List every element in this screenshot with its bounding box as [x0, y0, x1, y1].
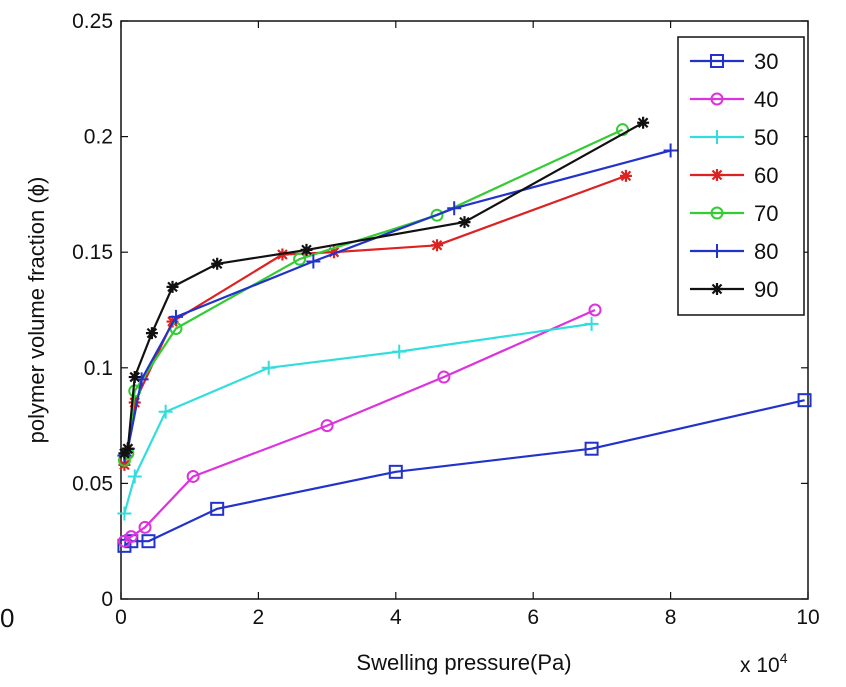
data-point-90 [145, 327, 158, 340]
data-point-50 [117, 506, 132, 521]
legend-item-30: 30 [690, 49, 778, 74]
data-point-90 [121, 442, 134, 455]
x-tick-label: 10 [796, 606, 819, 629]
data-point-70 [293, 252, 307, 266]
data-point-80 [447, 201, 462, 216]
data-point-60 [128, 396, 141, 409]
legend-label: 60 [754, 163, 778, 188]
data-point-80 [168, 309, 183, 324]
x-tick-label: 4 [390, 606, 402, 629]
series-layer [117, 116, 812, 553]
legend-marker [710, 54, 724, 68]
x-axis-label: Swelling pressure(Pa) [356, 650, 571, 675]
legend-label: 40 [754, 87, 778, 112]
x-multiplier-exponent: 4 [780, 650, 788, 666]
x-tick-label: 2 [253, 606, 265, 629]
y-tick-label: 0.1 [84, 357, 113, 380]
series-90 [118, 116, 650, 460]
legend: 30 40 50 60 70 80 90 [677, 36, 805, 316]
x-multiplier: x 104 [740, 650, 788, 677]
y-tick-label: 0 [101, 588, 113, 611]
legend-label: 80 [754, 239, 778, 264]
legend-marker [711, 169, 723, 181]
data-point-40 [138, 520, 152, 534]
data-point-70 [430, 208, 444, 222]
data-point-50 [261, 360, 276, 375]
legend-item-40: 40 [690, 87, 778, 112]
data-point-50 [127, 469, 142, 484]
data-point-30 [141, 534, 156, 549]
x-multiplier-base: x 10 [740, 654, 780, 677]
data-point-80 [306, 254, 321, 269]
axes: 0 2 4 6 8 10 0 0.05 0.1 0.15 0.2 0.25 [72, 10, 820, 629]
data-point-40 [437, 370, 451, 384]
data-point-40 [124, 530, 138, 544]
legend-label: 30 [754, 49, 778, 74]
x-tick-label: 6 [527, 606, 539, 629]
data-point-30 [584, 441, 599, 456]
legend-item-50: 50 [690, 125, 778, 150]
legend-marker [710, 130, 724, 144]
data-point-90 [637, 116, 650, 129]
y-axis-label: polymer volume fraction (ϕ) [24, 177, 49, 444]
x-tick-label: 8 [665, 606, 677, 629]
data-point-50 [392, 344, 407, 359]
legend-item-80: 80 [690, 239, 778, 264]
y-tick-label: 0.05 [72, 472, 113, 495]
legend-label: 70 [754, 201, 778, 226]
y-tick-label: 0.25 [72, 10, 113, 33]
data-point-90 [300, 243, 313, 256]
legend-marker [710, 206, 724, 220]
series-line-50 [123, 322, 592, 514]
legend-marker [710, 92, 724, 106]
x-tick-label: 0 [115, 606, 127, 629]
data-point-90 [128, 371, 141, 384]
y-tick-label: 0.2 [84, 126, 113, 149]
legend-label: 90 [754, 277, 778, 302]
series-line-40 [123, 308, 596, 543]
data-point-40 [186, 469, 200, 483]
data-point-30 [388, 464, 403, 479]
series-40 [117, 303, 602, 548]
legend-item-90: 90 [690, 277, 778, 302]
stray-axis-label: 0 [0, 603, 15, 633]
legend-marker [710, 244, 724, 258]
series-50 [117, 316, 599, 521]
data-point-90 [211, 257, 224, 270]
legend-label: 50 [754, 125, 778, 150]
data-point-30 [797, 393, 812, 408]
data-point-50 [584, 316, 599, 331]
data-point-40 [320, 419, 334, 433]
data-point-60 [431, 239, 444, 252]
data-point-60 [327, 246, 340, 259]
data-point-60 [619, 169, 632, 182]
data-point-80 [663, 143, 678, 158]
legend-marker [711, 283, 723, 295]
data-point-90 [166, 280, 179, 293]
legend-item-70: 70 [690, 201, 778, 226]
data-point-90 [458, 216, 471, 229]
y-tick-label: 0.15 [72, 241, 113, 264]
data-point-30 [210, 501, 225, 516]
data-point-50 [158, 404, 173, 419]
legend-item-60: 60 [690, 163, 778, 188]
data-point-40 [588, 303, 602, 317]
